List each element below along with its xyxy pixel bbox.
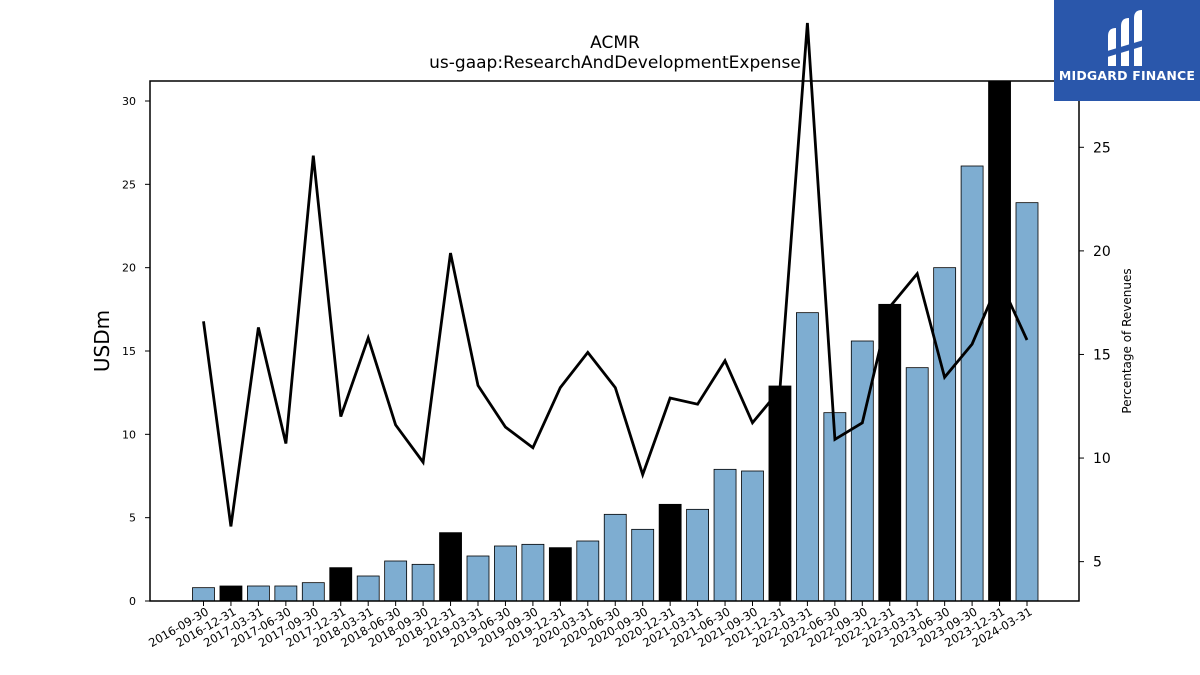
bar-2020-03-31 (576, 540, 600, 602)
bar-2019-12-31 (548, 547, 572, 602)
left-tick-label: 10 (122, 428, 136, 441)
brand-mark-icon (1104, 10, 1150, 66)
bar-2023-03-31 (905, 367, 929, 602)
bar-2021-12-31 (768, 385, 792, 602)
left-tick-label: 25 (122, 178, 136, 191)
left-tick-label: 0 (129, 595, 136, 608)
x-axis-ticks: 2016-09-302016-12-312017-03-312017-06-30… (146, 601, 1035, 650)
chart-subtitle: us-gaap:ResearchAndDevelopmentExpense (429, 53, 801, 73)
bar-series (192, 80, 1039, 602)
bar-2017-06-30 (274, 585, 298, 602)
bar-2019-09-30 (521, 543, 545, 602)
brand-name: MIDGARD FINANCE (1058, 68, 1196, 83)
right-tick-label: 5 (1093, 555, 1102, 571)
brand-logo: MIDGARD FINANCE (1054, 0, 1200, 101)
bar-2016-12-31 (219, 585, 243, 602)
bar-2017-03-31 (246, 585, 270, 602)
left-tick-label: 15 (122, 345, 136, 358)
bar-2020-06-30 (603, 513, 627, 602)
bar-2023-06-30 (933, 267, 957, 602)
bar-2021-06-30 (713, 468, 737, 602)
right-tick-label: 15 (1093, 347, 1111, 363)
bar-2020-12-31 (658, 503, 682, 602)
right-tick-label: 10 (1093, 451, 1111, 467)
bar-2016-09-30 (192, 587, 215, 602)
bar-2017-09-30 (301, 582, 325, 602)
left-axis-ticks: 0 5 10 15 20 25 30 (122, 95, 150, 608)
bar-2018-06-30 (384, 560, 408, 602)
percentage-line (202, 22, 1029, 527)
bar-2022-03-31 (796, 312, 819, 602)
left-tick-label: 20 (122, 262, 136, 275)
bar-2022-09-30 (850, 340, 874, 602)
y2-axis-label: Percentage of Revenues (1120, 268, 1134, 413)
right-tick-label: 20 (1093, 244, 1111, 260)
bar-2019-06-30 (494, 545, 517, 602)
bar-2018-09-30 (411, 563, 435, 602)
left-tick-label: 30 (122, 95, 136, 108)
bar-2024-03-31 (1015, 202, 1039, 602)
left-tick-label: 5 (129, 512, 136, 525)
bar-2018-03-31 (356, 575, 380, 602)
chart-title: ACMR (590, 33, 640, 53)
right-tick-label: 25 (1093, 140, 1111, 156)
bar-2017-12-31 (329, 567, 353, 602)
bar-2018-12-31 (439, 532, 462, 602)
bar-2021-09-30 (741, 470, 764, 602)
bar-2021-03-31 (686, 508, 709, 602)
bar-2020-09-30 (631, 528, 655, 602)
plot-frame (149, 80, 1080, 602)
bar-2023-12-31 (988, 80, 1011, 602)
y-axis-label: USDm (90, 310, 114, 372)
bar-2019-03-31 (466, 555, 490, 602)
right-axis-ticks: 5 10 15 20 25 (1079, 140, 1111, 571)
bar-2022-12-31 (878, 303, 902, 602)
bar-2023-09-30 (960, 165, 984, 602)
